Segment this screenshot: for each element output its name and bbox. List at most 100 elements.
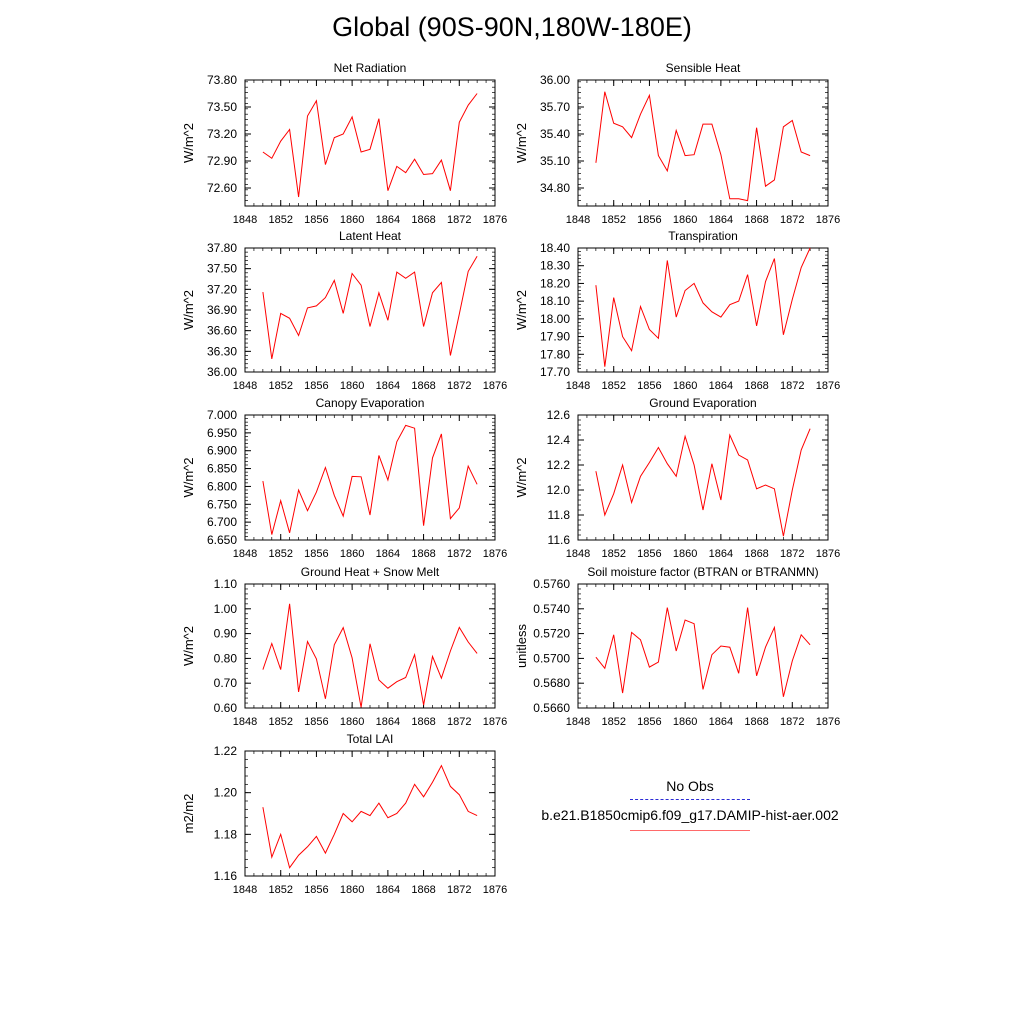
chart-title: Sensible Heat: [666, 61, 741, 75]
plot-frame: [244, 79, 496, 207]
x-tick-label: 1876: [816, 214, 840, 226]
y-tick-label: 35.10: [540, 154, 570, 168]
chart-title: Latent Heat: [339, 229, 402, 243]
legend-case-line-swatch: [630, 830, 750, 831]
y-tick-label: 36.60: [207, 324, 237, 338]
x-tick-label: 1872: [780, 214, 804, 226]
x-tick-label: 1864: [376, 884, 400, 896]
y-tick-label: 36.00: [207, 365, 237, 379]
x-tick-label: 1876: [483, 716, 507, 728]
x-tick-label: 1868: [744, 548, 768, 560]
legend-obs-line-swatch: [630, 799, 750, 800]
x-tick-label: 1860: [340, 716, 364, 728]
chart-title: Total LAI: [347, 732, 394, 746]
x-tick-label: 1852: [601, 548, 625, 560]
x-tick-label: 1856: [304, 884, 328, 896]
series-line: [595, 607, 811, 697]
y-tick-label: 1.22: [214, 744, 238, 758]
x-tick-label: 1856: [637, 548, 661, 560]
x-tick-label: 1872: [780, 716, 804, 728]
x-tick-label: 1860: [340, 548, 364, 560]
x-tick-label: 1876: [816, 548, 840, 560]
x-tick-label: 1872: [447, 716, 471, 728]
y-tick-label: 6.650: [207, 533, 237, 547]
chart-panel: Sensible Heat 1848 1852 1856 1860 1864 1868 187…: [514, 61, 840, 226]
y-tick-label: 37.50: [207, 262, 237, 276]
y-tick-label: 0.60: [214, 701, 238, 715]
x-tick-label: 1860: [673, 380, 697, 392]
y-tick-label: 34.80: [540, 181, 570, 195]
y-tick-label: 1.10: [214, 577, 238, 591]
y-tick-label: 12.4: [547, 433, 571, 447]
x-tick-label: 1860: [340, 214, 364, 226]
y-tick-label: 6.900: [207, 444, 237, 458]
x-tick-label: 1868: [411, 716, 435, 728]
chart-title: Soil moisture factor (BTRAN or BTRANMN): [587, 565, 818, 579]
x-tick-label: 1852: [601, 214, 625, 226]
y-tick-label: 18.30: [540, 259, 570, 273]
x-tick-label: 1876: [483, 548, 507, 560]
y-tick-label: 36.30: [207, 344, 237, 358]
y-tick-label: 1.00: [214, 602, 238, 616]
x-tick-label: 1852: [268, 884, 292, 896]
x-tick-label: 1876: [483, 884, 507, 896]
series-line: [262, 603, 478, 708]
y-tick-label: 6.850: [207, 462, 237, 476]
y-tick-label: 12.6: [547, 408, 571, 422]
x-tick-label: 1868: [411, 380, 435, 392]
y-tick-label: 17.70: [540, 365, 570, 379]
x-tick-label: 1872: [447, 214, 471, 226]
x-tick-label: 1864: [376, 716, 400, 728]
y-tick-label: 73.20: [207, 127, 237, 141]
y-axis-label: W/m^2: [514, 457, 529, 497]
y-axis-label: W/m^2: [181, 290, 196, 330]
plot-frame: [244, 414, 496, 541]
y-tick-label: 0.80: [214, 651, 238, 665]
chart-panel: Ground Heat + Snow Melt 1848 1852 1856 1860 1…: [181, 565, 507, 728]
x-tick-label: 1860: [673, 214, 697, 226]
y-tick-label: 0.90: [214, 627, 238, 641]
x-tick-label: 1864: [709, 214, 733, 226]
x-tick-label: 1848: [566, 548, 590, 560]
x-tick-label: 1860: [340, 884, 364, 896]
x-tick-label: 1860: [340, 380, 364, 392]
y-tick-label: 11.6: [548, 533, 571, 547]
y-tick-label: 12.2: [547, 458, 571, 472]
y-tick-label: 0.5680: [533, 676, 570, 690]
plot-frame: [577, 247, 829, 373]
y-tick-label: 36.90: [207, 303, 237, 317]
series-line: [595, 247, 811, 367]
page-title: Global (90S-90N,180W-180E): [332, 12, 692, 42]
y-axis-label: W/m^2: [514, 123, 529, 163]
y-tick-label: 37.20: [207, 282, 237, 296]
x-tick-label: 1868: [744, 380, 768, 392]
y-tick-label: 1.20: [214, 786, 238, 800]
x-tick-label: 1856: [637, 716, 661, 728]
x-tick-label: 1864: [376, 380, 400, 392]
y-tick-label: 17.80: [540, 347, 570, 361]
y-tick-label: 6.950: [207, 426, 237, 440]
x-tick-label: 1864: [376, 548, 400, 560]
x-tick-label: 1848: [566, 380, 590, 392]
legend-obs-label: No Obs: [666, 778, 714, 794]
chart-title: Net Radiation: [334, 61, 407, 75]
x-tick-label: 1856: [304, 716, 328, 728]
y-tick-label: 18.20: [540, 276, 570, 290]
x-tick-label: 1852: [268, 548, 292, 560]
x-tick-label: 1872: [447, 884, 471, 896]
chart-title: Ground Heat + Snow Melt: [301, 565, 440, 579]
x-tick-label: 1876: [816, 716, 840, 728]
x-tick-label: 1864: [709, 548, 733, 560]
y-tick-label: 17.90: [540, 330, 570, 344]
x-tick-label: 1856: [304, 214, 328, 226]
y-axis-label: unitless: [514, 623, 529, 668]
x-tick-label: 1876: [483, 214, 507, 226]
x-tick-label: 1852: [601, 716, 625, 728]
y-tick-label: 6.800: [207, 479, 237, 493]
x-tick-label: 1868: [411, 884, 435, 896]
y-tick-label: 0.70: [214, 676, 238, 690]
x-tick-label: 1856: [637, 380, 661, 392]
y-tick-label: 12.0: [547, 483, 571, 497]
y-axis-label: m2/m2: [181, 794, 196, 834]
